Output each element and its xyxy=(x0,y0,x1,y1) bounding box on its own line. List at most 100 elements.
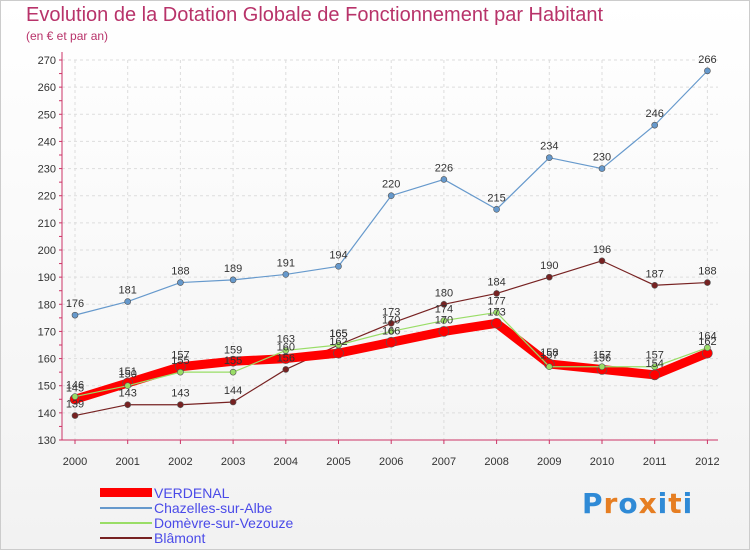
legend-swatch-verdenal xyxy=(100,488,152,497)
data-label: 162 xyxy=(698,336,716,348)
x-tick-label: 2011 xyxy=(643,456,667,468)
data-label: 165 xyxy=(329,328,347,340)
data-point xyxy=(124,382,131,390)
data-point xyxy=(651,281,659,289)
data-point xyxy=(229,276,237,284)
data-point xyxy=(387,192,395,200)
legend-swatch-blamont xyxy=(100,536,152,539)
legend-swatch-domevre xyxy=(100,521,152,524)
data-label: 157 xyxy=(171,350,189,362)
data-point xyxy=(177,279,184,286)
legend-label-blamont: Blâmont xyxy=(154,529,206,546)
x-tick-label: 2005 xyxy=(326,456,350,468)
y-tick-label: 170 xyxy=(38,326,56,338)
x-tick-label: 2002 xyxy=(168,456,192,468)
logo-letter: o xyxy=(618,487,639,520)
data-label: 187 xyxy=(646,268,664,280)
data-point xyxy=(649,369,661,381)
data-point xyxy=(387,319,395,327)
data-point xyxy=(71,393,79,400)
chart-title: Evolution de la Dotation Globale de Fonc… xyxy=(26,4,604,26)
chart-subtitle: (en € et par an) xyxy=(26,29,109,43)
data-label: 155 xyxy=(224,355,242,367)
data-label: 173 xyxy=(487,306,505,318)
data-point xyxy=(545,363,553,371)
y-tick-label: 200 xyxy=(38,245,56,257)
data-point xyxy=(71,412,79,419)
y-tick-label: 160 xyxy=(38,354,56,366)
data-label: 188 xyxy=(171,266,189,278)
data-label: 144 xyxy=(224,385,242,397)
y-tick-label: 250 xyxy=(38,109,56,121)
data-label: 159 xyxy=(224,344,242,356)
data-label: 188 xyxy=(698,266,716,278)
y-tick-label: 260 xyxy=(38,82,56,94)
grid-lines xyxy=(62,59,718,441)
data-label: 196 xyxy=(593,244,611,256)
data-point xyxy=(177,401,184,409)
data-label: 166 xyxy=(382,325,400,337)
data-label: 154 xyxy=(646,358,664,370)
data-point xyxy=(282,271,290,278)
y-tick-label: 180 xyxy=(38,299,56,311)
logo-letter: t xyxy=(668,487,683,520)
legend-swatch-chazelles xyxy=(100,506,152,509)
data-point xyxy=(651,363,659,371)
data-point xyxy=(177,368,184,376)
x-tick-label: 2006 xyxy=(379,456,403,468)
data-label: 170 xyxy=(382,314,400,326)
data-label: 156 xyxy=(593,352,611,364)
data-point xyxy=(335,341,342,349)
data-label: 150 xyxy=(119,369,137,381)
y-tick-label: 220 xyxy=(38,191,56,203)
data-label: 194 xyxy=(329,249,347,261)
data-point xyxy=(704,279,711,286)
data-label: 189 xyxy=(224,263,242,275)
x-tick-label: 2001 xyxy=(115,456,139,468)
data-label: 246 xyxy=(646,108,664,120)
data-point xyxy=(229,398,237,406)
data-point xyxy=(651,121,659,129)
data-label: 191 xyxy=(277,257,295,269)
data-point xyxy=(545,154,553,162)
data-point xyxy=(440,176,448,183)
data-label: 146 xyxy=(66,380,84,392)
data-label: 226 xyxy=(435,162,453,174)
data-label: 190 xyxy=(540,260,558,272)
y-tick-label: 270 xyxy=(38,55,56,67)
data-point xyxy=(333,347,344,359)
series-lines xyxy=(69,67,713,419)
legend-label-chazelles: Chazelles-sur-Albe xyxy=(154,499,273,516)
x-tick-label: 2010 xyxy=(590,456,614,468)
data-label: 157 xyxy=(593,350,611,362)
y-tick-label: 240 xyxy=(38,136,56,148)
data-point xyxy=(493,309,500,316)
data-label: 139 xyxy=(66,399,84,411)
legend-label-domevre: Domèvre-sur-Vezouze xyxy=(154,514,294,531)
y-tick-label: 140 xyxy=(38,408,56,420)
data-label: 158 xyxy=(540,347,558,359)
data-point xyxy=(282,366,290,373)
data-point xyxy=(598,363,606,371)
data-label: 160 xyxy=(277,342,295,354)
data-label: 174 xyxy=(435,304,453,316)
data-label: 157 xyxy=(540,350,558,362)
legend-item-blamont: Blâmont xyxy=(100,529,293,546)
data-label: 170 xyxy=(435,314,453,326)
data-point xyxy=(387,328,395,335)
data-point xyxy=(124,298,131,305)
legend: VERDENAL Chazelles-sur-Albe Domèvre-sur-… xyxy=(100,485,294,546)
x-tick-label: 2000 xyxy=(63,456,87,468)
data-point xyxy=(704,67,711,75)
data-label: 266 xyxy=(698,54,716,66)
data-label: 215 xyxy=(487,192,505,204)
data-point xyxy=(227,355,239,367)
y-tick-label: 150 xyxy=(38,381,56,393)
y-tick-label: 210 xyxy=(38,218,56,230)
y-tick-label: 130 xyxy=(38,435,56,447)
x-tick-label: 2003 xyxy=(221,456,245,468)
data-point xyxy=(385,336,397,348)
data-label: 184 xyxy=(487,276,505,288)
